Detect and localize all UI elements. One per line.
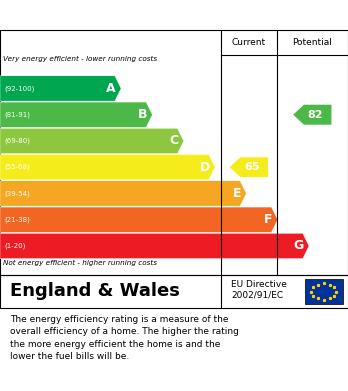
Text: (21-38): (21-38) (4, 217, 30, 223)
Bar (304, 279, 343, 304)
Polygon shape (0, 154, 215, 180)
Polygon shape (0, 233, 309, 258)
Text: 82: 82 (307, 110, 323, 120)
Text: G: G (293, 239, 304, 253)
Text: D: D (199, 161, 210, 174)
Polygon shape (0, 128, 184, 154)
Text: C: C (169, 135, 179, 147)
Text: The energy efficiency rating is a measure of the
overall efficiency of a home. T: The energy efficiency rating is a measur… (10, 315, 239, 361)
Text: Current: Current (232, 38, 266, 47)
Polygon shape (230, 157, 268, 177)
Text: (81-91): (81-91) (4, 111, 30, 118)
Text: EU Directive
2002/91/EC: EU Directive 2002/91/EC (231, 280, 287, 300)
Text: F: F (264, 213, 272, 226)
Polygon shape (0, 181, 246, 206)
Polygon shape (0, 102, 152, 127)
Text: (39-54): (39-54) (4, 190, 30, 197)
Text: A: A (106, 82, 116, 95)
Text: England & Wales: England & Wales (10, 283, 180, 301)
Polygon shape (293, 105, 331, 125)
Text: (92-100): (92-100) (4, 85, 34, 92)
Text: 65: 65 (244, 162, 260, 172)
Text: (69-80): (69-80) (4, 138, 30, 144)
Polygon shape (0, 207, 278, 232)
Text: E: E (232, 187, 241, 200)
Text: (1-20): (1-20) (4, 243, 25, 249)
Text: Energy Efficiency Rating: Energy Efficiency Rating (10, 7, 220, 23)
Text: (55-68): (55-68) (4, 164, 30, 170)
Text: Not energy efficient - higher running costs: Not energy efficient - higher running co… (3, 260, 158, 266)
Text: Potential: Potential (292, 38, 332, 47)
Polygon shape (0, 76, 121, 101)
Text: B: B (137, 108, 147, 121)
Text: Very energy efficient - lower running costs: Very energy efficient - lower running co… (3, 56, 158, 62)
